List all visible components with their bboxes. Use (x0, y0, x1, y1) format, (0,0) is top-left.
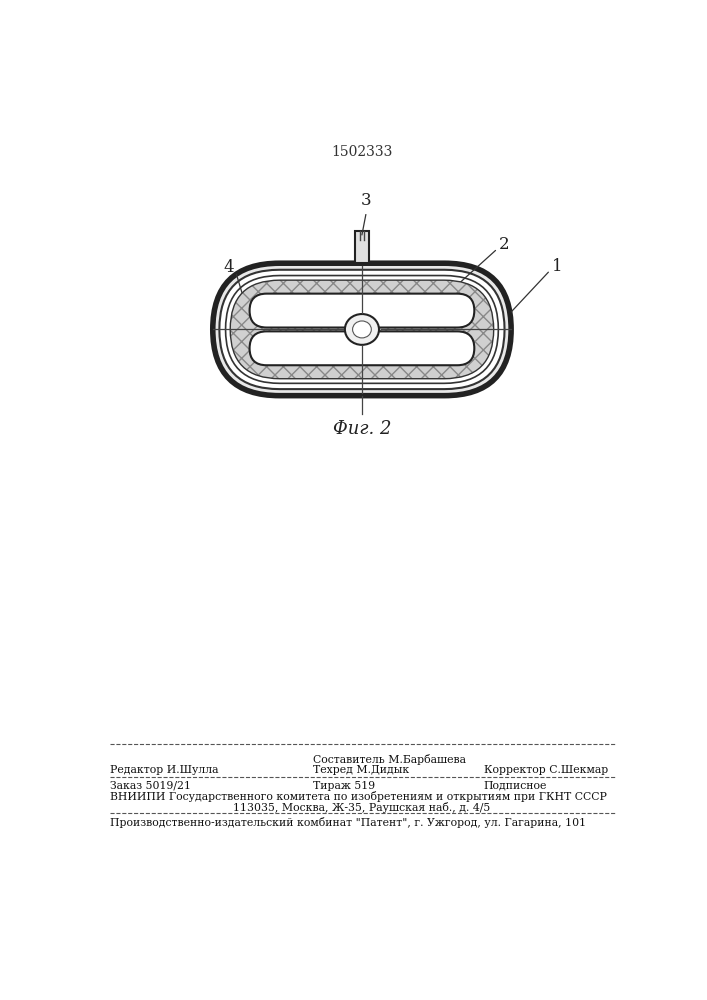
Text: Производственно-издательский комбинат "Патент", г. Ужгород, ул. Гагарина, 101: Производственно-издательский комбинат "П… (110, 817, 586, 828)
Text: Заказ 5019/21: Заказ 5019/21 (110, 781, 191, 791)
Bar (355, 231, 369, 263)
Text: Составитель М.Барбашева: Составитель М.Барбашева (313, 754, 466, 765)
Ellipse shape (353, 321, 371, 338)
FancyBboxPatch shape (213, 263, 511, 396)
Text: 1: 1 (552, 258, 563, 275)
Text: Тираж 519: Тираж 519 (313, 781, 375, 791)
FancyBboxPatch shape (250, 294, 474, 328)
Text: 2: 2 (499, 236, 510, 253)
FancyBboxPatch shape (250, 331, 474, 365)
Text: ВНИИПИ Государственного комитета по изобретениям и открытиям при ГКНТ СССР: ВНИИПИ Государственного комитета по изоб… (110, 791, 607, 802)
FancyBboxPatch shape (219, 270, 505, 389)
Text: 113035, Москва, Ж-35, Раушская наб., д. 4/5: 113035, Москва, Ж-35, Раушская наб., д. … (233, 802, 491, 813)
Text: Подписное: Подписное (484, 781, 547, 791)
Text: 1502333: 1502333 (332, 145, 392, 159)
Text: 4: 4 (223, 259, 234, 276)
Text: Корректор С.Шекмар: Корректор С.Шекмар (484, 765, 608, 775)
Text: Φиг. 2: Φиг. 2 (333, 420, 391, 438)
FancyBboxPatch shape (230, 280, 493, 379)
Text: 3: 3 (361, 192, 371, 209)
Ellipse shape (345, 314, 379, 345)
Text: Редактор И.Шулла: Редактор И.Шулла (110, 765, 218, 775)
Text: Техред М.Дидык: Техред М.Дидык (313, 765, 409, 775)
